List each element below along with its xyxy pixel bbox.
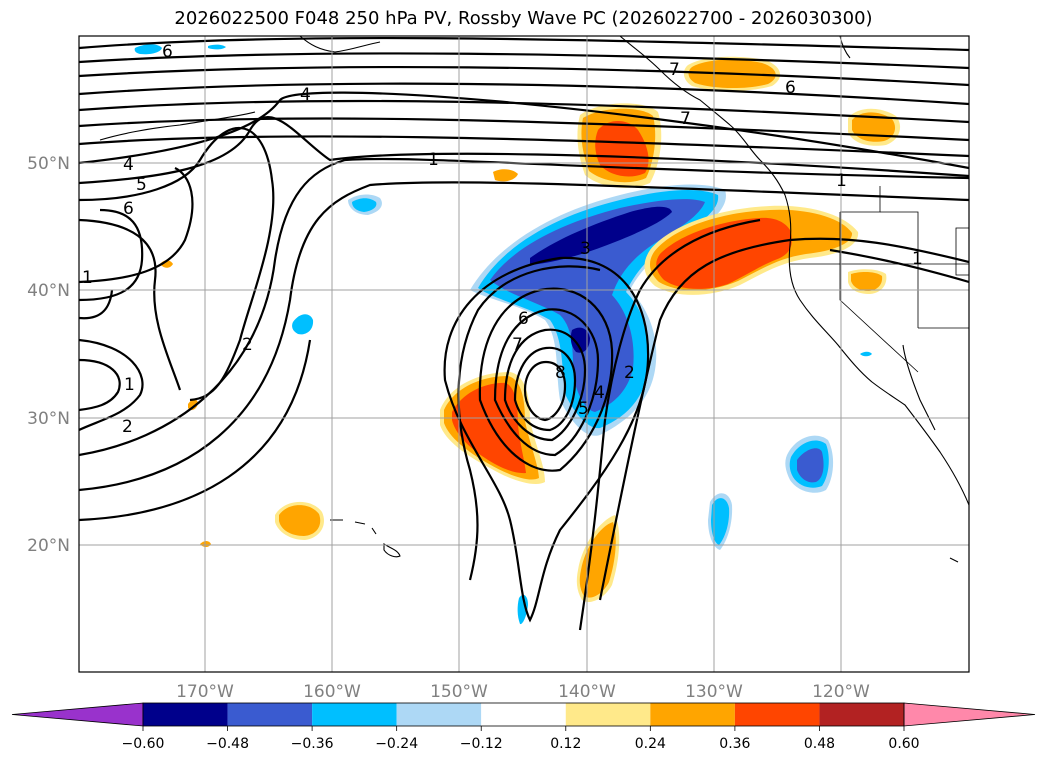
lat-label: 20°N [27, 536, 70, 556]
colorbar-outline [142, 702, 905, 727]
colorbar-bin [819, 703, 904, 726]
colorbar-tick-label: 0.12 [550, 736, 581, 752]
coastlines [99, 36, 969, 563]
contour-label: 3 [580, 239, 591, 259]
lon-label: 140°W [558, 682, 616, 702]
contour-label: 1 [836, 171, 847, 191]
contour-label: 6 [162, 42, 173, 62]
colorbar-tick-label: 0.36 [719, 736, 750, 752]
contour-label: 4 [123, 155, 134, 175]
colorbar-bin [481, 703, 566, 726]
latitude-labels: 20°N 30°N 40°N 50°N [27, 154, 70, 556]
contour-label: 6 [785, 78, 796, 98]
contour-labels: 6 4 5 6 4 1 1 2 2 1 3 6 7 8 5 4 2 1 1 6 … [82, 42, 923, 437]
colorbar-extend-max [903, 702, 1036, 727]
pv-contours [79, 36, 969, 631]
colorbar-tick-label: −0.48 [206, 736, 249, 752]
lon-label: 150°W [430, 682, 488, 702]
colorbar-tick-label: 0.60 [888, 736, 919, 752]
colorbar-tick-label: −0.12 [460, 736, 503, 752]
contour-label: 7 [669, 60, 680, 80]
contour-label: 1 [124, 375, 135, 395]
contour-label: 1 [82, 268, 93, 288]
contour-label: 8 [555, 363, 566, 383]
colorbar-bin [227, 703, 313, 726]
contour-label: 6 [123, 199, 134, 219]
contour-label: 7 [512, 335, 523, 355]
colorbar-tick-label: 0.48 [804, 736, 835, 752]
contour-label: 1 [428, 150, 439, 170]
colorbar-tick-label: −0.24 [375, 736, 418, 752]
contour-label: 5 [578, 399, 589, 419]
longitude-labels: 170°W 160°W 150°W 140°W 130°W 120°W [176, 682, 870, 702]
page-title: 2026022500 F048 250 hPa PV, Rossby Wave … [174, 8, 873, 29]
colorbar-bin [734, 703, 820, 726]
graticule [79, 36, 969, 672]
colorbar-extend-min [11, 702, 144, 727]
map-frame [78, 35, 970, 673]
contour-label: 2 [624, 363, 635, 383]
colorbar-tick-label: −0.36 [291, 736, 334, 752]
lat-label: 50°N [27, 154, 70, 174]
map-panel: 6 4 5 6 4 1 1 2 2 1 3 6 7 8 5 4 2 1 1 6 … [79, 36, 969, 672]
contour-label: 6 [518, 309, 529, 329]
contour-label: 7 [680, 109, 691, 129]
colorbar-bin [650, 703, 735, 726]
lat-label: 40°N [27, 281, 70, 301]
colorbar-bin [312, 703, 397, 726]
contour-label: 2 [242, 335, 253, 355]
lon-label: 160°W [303, 682, 361, 702]
colorbar: −0.60 −0.48 −0.36 −0.24 −0.12 0.12 0.24 0.36 0.4… [11, 702, 1036, 752]
contour-label: 4 [300, 85, 311, 105]
political-borders [790, 186, 969, 373]
colorbar-bin [396, 703, 482, 726]
lon-label: 130°W [685, 682, 743, 702]
contour-label: 1 [912, 249, 923, 269]
colorbar-tick-label: 0.24 [635, 736, 666, 752]
contour-label: 2 [122, 417, 133, 437]
colorbar-bin [143, 703, 228, 726]
contour-label: 5 [136, 175, 147, 195]
colorbar-bin [565, 703, 651, 726]
colorbar-tick-label: −0.60 [122, 736, 165, 752]
lon-label: 170°W [176, 682, 234, 702]
lat-label: 30°N [27, 409, 70, 429]
contour-label: 4 [594, 383, 605, 403]
lon-label: 120°W [812, 682, 870, 702]
